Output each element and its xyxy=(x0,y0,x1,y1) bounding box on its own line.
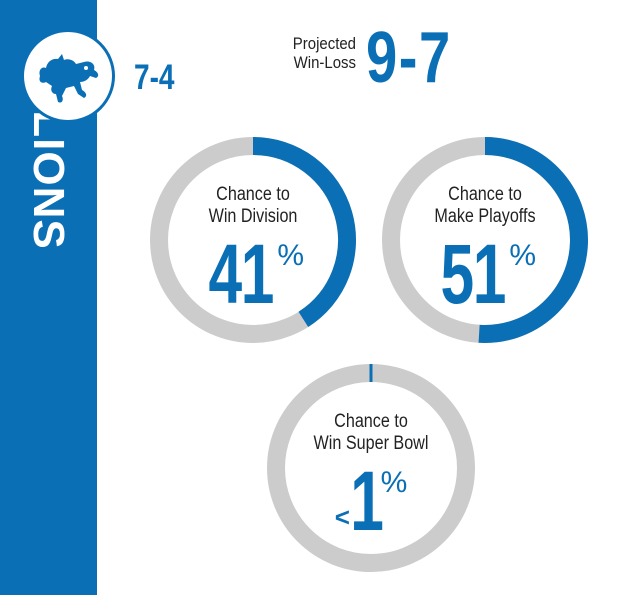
gauge-label: Chance to Win Super Bowl xyxy=(282,411,461,455)
projection-value: 9-7 xyxy=(366,18,452,98)
gauge-ring xyxy=(267,364,475,572)
projection-label: Projected Win-Loss xyxy=(286,34,356,72)
gauge-value: <1% xyxy=(266,459,476,543)
gauge-value-number: 41 xyxy=(208,227,274,321)
projection-label-line1: Projected xyxy=(292,34,356,53)
gauge-label-line2: Make Playoffs xyxy=(434,206,536,227)
gauge-arc xyxy=(252,137,356,327)
team-name: LIONS xyxy=(24,110,73,250)
team-logo xyxy=(21,29,115,123)
gauge-label: Chance to Make Playoffs xyxy=(397,184,574,228)
lion-icon xyxy=(39,54,99,103)
gauge-label-line2: Win Super Bowl xyxy=(313,433,429,454)
gauge-label-line1: Chance to xyxy=(216,184,290,205)
gauge-make-playoffs: Chance to Make Playoffs 51% xyxy=(381,136,589,344)
projection-label-line2: Win-Loss xyxy=(293,53,356,72)
gauge-value-number: 1 xyxy=(350,454,384,548)
gauge-win-super-bowl: Chance to Win Super Bowl <1% xyxy=(266,363,476,573)
gauge-arc xyxy=(478,137,588,343)
gauge-value-prefix: < xyxy=(334,502,350,532)
gauge-win-division: Chance to Win Division 41% xyxy=(149,136,357,344)
gauge-label-line1: Chance to xyxy=(334,411,408,432)
gauge-value-unit: % xyxy=(380,466,408,499)
gauge-value-unit: % xyxy=(277,239,305,272)
gauge-ring xyxy=(150,137,356,343)
gauge-label-line1: Chance to xyxy=(448,184,522,205)
gauge-value: 41% xyxy=(149,232,357,316)
gauge-value-number: 51 xyxy=(440,227,506,321)
gauge-label-line2: Win Division xyxy=(208,206,298,227)
team-record: 7-4 xyxy=(134,58,175,97)
gauge-value-unit: % xyxy=(509,239,537,272)
gauge-label: Chance to Win Division xyxy=(165,184,342,228)
gauge-ring xyxy=(382,137,588,343)
gauge-value: 51% xyxy=(381,232,589,316)
